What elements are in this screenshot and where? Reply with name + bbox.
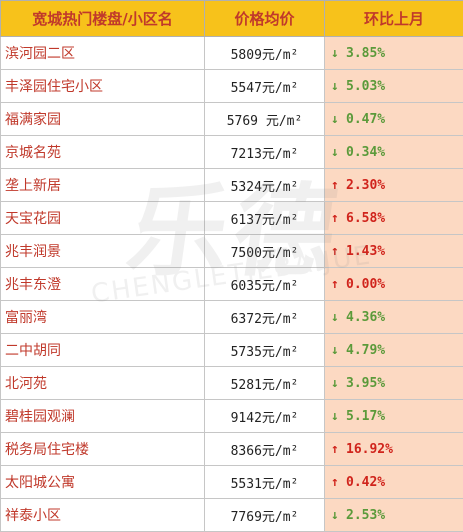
average-price: 5735元/m²: [205, 334, 325, 367]
average-price: 5531元/m²: [205, 466, 325, 499]
average-price: 5324元/m²: [205, 169, 325, 202]
community-name: 富丽湾: [1, 301, 205, 334]
month-change: ↓3.85%: [325, 37, 463, 70]
change-value: 6.58%: [346, 211, 385, 226]
community-name: 太阳城公寓: [1, 466, 205, 499]
month-change: ↓4.36%: [325, 301, 463, 334]
community-name: 福满家园: [1, 103, 205, 136]
arrow-up-icon: ↑: [331, 442, 343, 457]
month-change: ↑16.92%: [325, 433, 463, 466]
month-change: ↑1.43%: [325, 235, 463, 268]
change-value: 3.95%: [346, 376, 385, 391]
average-price: 9142元/m²: [205, 400, 325, 433]
community-name: 天宝花园: [1, 202, 205, 235]
average-price: 6035元/m²: [205, 268, 325, 301]
average-price: 8366元/m²: [205, 433, 325, 466]
month-change: ↓2.53%: [325, 499, 463, 532]
community-name: 二中胡同: [1, 334, 205, 367]
arrow-up-icon: ↑: [331, 475, 343, 490]
month-change: ↓3.95%: [325, 367, 463, 400]
change-value: 4.36%: [346, 310, 385, 325]
header-change: 环比上月: [325, 1, 463, 37]
arrow-down-icon: ↓: [331, 409, 343, 424]
average-price: 7213元/m²: [205, 136, 325, 169]
community-name: 京城名苑: [1, 136, 205, 169]
month-change: ↓5.17%: [325, 400, 463, 433]
change-value: 0.42%: [346, 475, 385, 490]
average-price: 5547元/m²: [205, 70, 325, 103]
arrow-up-icon: ↑: [331, 211, 343, 226]
arrow-down-icon: ↓: [331, 79, 343, 94]
change-value: 0.34%: [346, 145, 385, 160]
arrow-down-icon: ↓: [331, 46, 343, 61]
change-value: 16.92%: [346, 442, 393, 457]
change-value: 3.85%: [346, 46, 385, 61]
community-name: 滨河园二区: [1, 37, 205, 70]
arrow-up-icon: ↑: [331, 277, 343, 292]
change-value: 2.53%: [346, 508, 385, 523]
average-price: 5809元/m²: [205, 37, 325, 70]
arrow-down-icon: ↓: [331, 508, 343, 523]
change-value: 1.43%: [346, 244, 385, 259]
arrow-down-icon: ↓: [331, 145, 343, 160]
header-row: 宽城热门楼盘/小区名 价格均价 环比上月: [1, 1, 463, 37]
community-name: 兆丰润景: [1, 235, 205, 268]
community-name: 税务局住宅楼: [1, 433, 205, 466]
change-value: 5.03%: [346, 79, 385, 94]
average-price: 5769 元/m²: [205, 103, 325, 136]
change-value: 4.79%: [346, 343, 385, 358]
community-name: 北河苑: [1, 367, 205, 400]
month-change: ↑2.30%: [325, 169, 463, 202]
community-name: 碧桂园观澜: [1, 400, 205, 433]
header-name: 宽城热门楼盘/小区名: [1, 1, 205, 37]
arrow-down-icon: ↓: [331, 343, 343, 358]
month-change: ↑6.58%: [325, 202, 463, 235]
month-change: ↓4.79%: [325, 334, 463, 367]
community-name: 兆丰东澄: [1, 268, 205, 301]
average-price: 6372元/m²: [205, 301, 325, 334]
month-change: ↓5.03%: [325, 70, 463, 103]
community-name: 丰泽园住宅小区: [1, 70, 205, 103]
average-price: 7500元/m²: [205, 235, 325, 268]
arrow-down-icon: ↓: [331, 112, 343, 127]
arrow-up-icon: ↑: [331, 178, 343, 193]
header-price: 价格均价: [205, 1, 325, 37]
arrow-up-icon: ↑: [331, 244, 343, 259]
average-price: 7769元/m²: [205, 499, 325, 532]
month-change: ↑0.00%: [325, 268, 463, 301]
month-change: ↓0.34%: [325, 136, 463, 169]
arrow-down-icon: ↓: [331, 310, 343, 325]
arrow-down-icon: ↓: [331, 376, 343, 391]
average-price: 6137元/m²: [205, 202, 325, 235]
community-name: 垄上新居: [1, 169, 205, 202]
average-price: 5281元/m²: [205, 367, 325, 400]
month-change: ↓0.47%: [325, 103, 463, 136]
change-value: 0.47%: [346, 112, 385, 127]
month-change: ↑0.42%: [325, 466, 463, 499]
change-value: 0.00%: [346, 277, 385, 292]
change-value: 2.30%: [346, 178, 385, 193]
change-value: 5.17%: [346, 409, 385, 424]
community-name: 祥泰小区: [1, 499, 205, 532]
